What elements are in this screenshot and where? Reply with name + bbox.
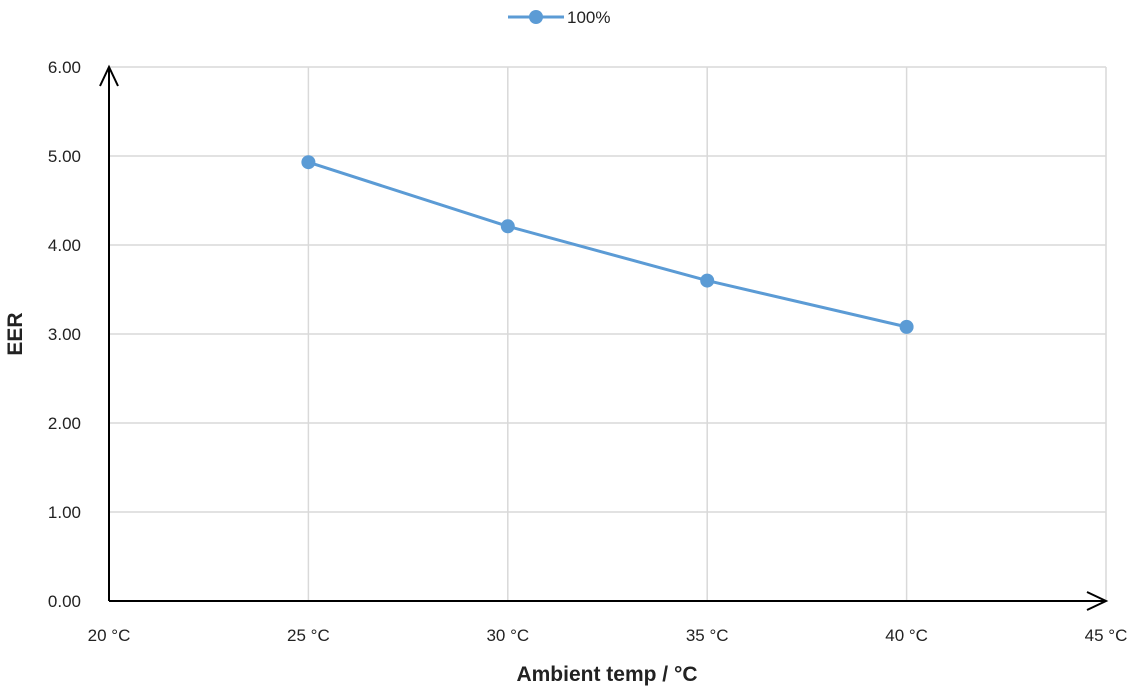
legend-marker-icon bbox=[529, 10, 543, 24]
data-point bbox=[700, 273, 715, 288]
y-tick-label: 1.00 bbox=[48, 503, 81, 522]
x-tick-label: 30 °C bbox=[486, 626, 529, 645]
y-tick-label: 6.00 bbox=[48, 58, 81, 77]
x-tick-label: 40 °C bbox=[885, 626, 928, 645]
axes bbox=[99, 64, 1109, 611]
series-line bbox=[307, 160, 907, 329]
legend-label: 100% bbox=[567, 8, 610, 27]
y-tick-label: 4.00 bbox=[48, 236, 81, 255]
x-tick-label: 25 °C bbox=[287, 626, 330, 645]
x-tick-label: 35 °C bbox=[686, 626, 729, 645]
x-axis-arrow-icon bbox=[1086, 591, 1109, 611]
y-axis-arrow-icon bbox=[99, 64, 119, 87]
data-point bbox=[301, 155, 316, 170]
y-tick-label: 3.00 bbox=[48, 325, 81, 344]
y-tick-label: 5.00 bbox=[48, 147, 81, 166]
y-tick-label: 2.00 bbox=[48, 414, 81, 433]
y-tick-labels: 0.00 1.00 2.00 3.00 4.00 5.00 6.00 bbox=[48, 58, 81, 611]
grid-lines bbox=[109, 66, 1107, 601]
legend: 100% bbox=[508, 8, 610, 27]
data-point bbox=[899, 319, 914, 334]
x-tick-label: 20 °C bbox=[88, 626, 131, 645]
y-axis-title: EER bbox=[4, 312, 27, 355]
series-layer bbox=[301, 155, 914, 334]
y-tick-label: 0.00 bbox=[48, 592, 81, 611]
x-tick-label: 45 °C bbox=[1085, 626, 1128, 645]
data-point bbox=[500, 219, 515, 234]
x-tick-labels: 20 °C 25 °C 30 °C 35 °C 40 °C 45 °C bbox=[88, 626, 1128, 645]
x-axis-title: Ambient temp / °C bbox=[516, 663, 697, 686]
